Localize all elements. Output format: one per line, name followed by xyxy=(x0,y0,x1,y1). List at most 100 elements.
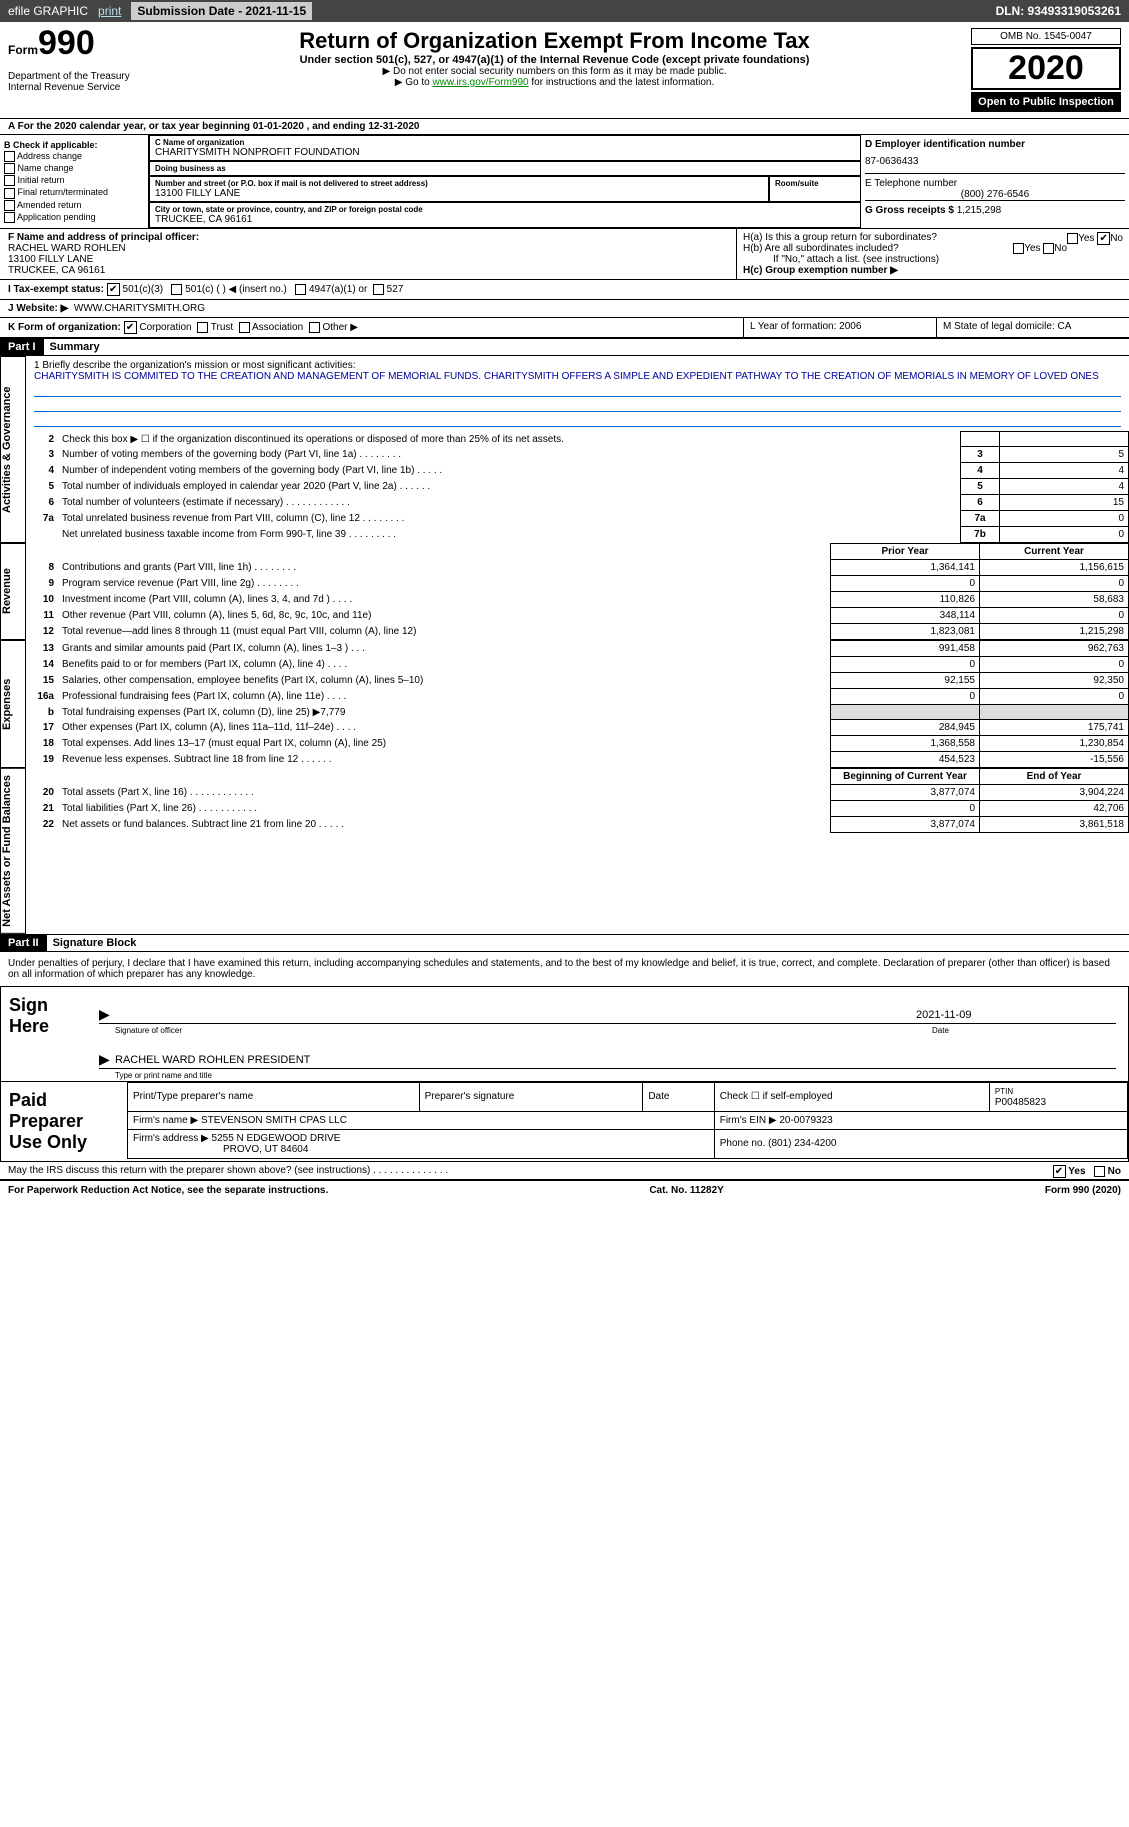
side-label: Revenue xyxy=(0,543,26,640)
tax-year: 2020 xyxy=(971,47,1121,90)
prep-name-hdr: Print/Type preparer's name xyxy=(128,1082,420,1111)
preparer-table: Print/Type preparer's namePreparer's sig… xyxy=(127,1082,1128,1159)
form-header: Form990 Department of the Treasury Inter… xyxy=(0,22,1129,119)
firm-phone: (801) 234-4200 xyxy=(768,1138,836,1149)
signature-declaration: Under penalties of perjury, I declare th… xyxy=(0,952,1129,986)
side-governance: Activities & Governance xyxy=(0,356,26,543)
fin-row: 8Contributions and grants (Part VIII, li… xyxy=(26,560,1129,576)
ein-label: D Employer identification number xyxy=(865,139,1125,150)
omb-number: OMB No. 1545-0047 xyxy=(971,28,1121,45)
dba-label: Doing business as xyxy=(155,164,855,173)
fin-row: 10Investment income (Part VIII, column (… xyxy=(26,592,1129,608)
discuss-row: May the IRS discuss this return with the… xyxy=(0,1162,1129,1181)
printed-name-caption: Type or print name and title xyxy=(115,1071,212,1080)
form-subtitle: Under section 501(c), 527, or 4947(a)(1)… xyxy=(138,54,971,66)
side-label: Net Assets or Fund Balances xyxy=(0,768,26,934)
gov-line: 4Number of independent voting members of… xyxy=(26,463,1129,479)
sign-here-box: Sign Here ▶Signature of officer 2021-11-… xyxy=(0,986,1129,1082)
city-label: City or town, state or province, country… xyxy=(155,205,855,214)
tax-exempt-row: I Tax-exempt status: 501(c)(3) 501(c) ( … xyxy=(0,279,1129,299)
officer-name: RACHEL WARD ROHLEN xyxy=(8,243,126,254)
efile-label: efile GRAPHIC xyxy=(8,4,88,18)
part-2-header: Part IISignature Block xyxy=(0,934,1129,952)
box-b: B Check if applicable: Address change Na… xyxy=(0,135,149,228)
org-name-label: C Name of organization xyxy=(155,138,855,147)
mission-question: 1 Briefly describe the organization's mi… xyxy=(34,360,1121,371)
top-bar: efile GRAPHIC print Submission Date - 20… xyxy=(0,0,1129,22)
prep-date-hdr: Date xyxy=(643,1082,714,1111)
part-2-label: Part II xyxy=(0,935,47,951)
officer-printed-name: RACHEL WARD ROHLEN PRESIDENT xyxy=(115,1054,310,1066)
tel-label: E Telephone number xyxy=(865,173,1125,189)
gross-label: G Gross receipts $ xyxy=(865,205,954,216)
footer-form: Form 990 (2020) xyxy=(1045,1185,1121,1196)
fin-row: 21Total liabilities (Part X, line 26) . … xyxy=(26,801,1129,817)
part-1-label: Part I xyxy=(0,339,44,355)
box-d: D Employer identification number 87-0636… xyxy=(861,135,1129,228)
mission-block: 1 Briefly describe the organization's mi… xyxy=(26,356,1129,431)
irs-link[interactable]: www.irs.gov/Form990 xyxy=(432,77,528,88)
open-to-public: Open to Public Inspection xyxy=(971,92,1121,112)
print-link[interactable]: print xyxy=(98,4,121,18)
prep-sig-hdr: Preparer's signature xyxy=(419,1082,643,1111)
form-org-row: K Form of organization: Corporation Trus… xyxy=(0,318,743,337)
sig-date-caption: Date xyxy=(932,1026,949,1035)
website-row: J Website: ▶ WWW.CHARITYSMITH.ORG xyxy=(0,299,1129,317)
fin-table: Beginning of Current YearEnd of Year20To… xyxy=(26,768,1129,833)
gross-value: 1,215,298 xyxy=(957,205,1002,216)
page-footer: For Paperwork Reduction Act Notice, see … xyxy=(0,1181,1129,1200)
ptin-value: P00485823 xyxy=(995,1097,1046,1108)
sign-here-label: Sign Here xyxy=(1,987,87,1081)
state-domicile: M State of legal domicile: CA xyxy=(936,318,1129,337)
dln-label: DLN: 93493319053261 xyxy=(996,4,1121,18)
check-name-change: Name change xyxy=(4,163,144,174)
h-c-label: H(c) Group exemption number ▶ xyxy=(743,265,898,276)
fin-row: 18Total expenses. Add lines 13–17 (must … xyxy=(26,736,1129,752)
officer-label: F Name and address of principal officer: xyxy=(8,232,199,243)
gov-line: Net unrelated business taxable income fr… xyxy=(26,527,1129,543)
fin-row: 15Salaries, other compensation, employee… xyxy=(26,673,1129,689)
gov-line: 5Total number of individuals employed in… xyxy=(26,479,1129,495)
officer-addr: 13100 FILLY LANE xyxy=(8,254,93,265)
tel-value: (800) 276-6546 xyxy=(865,189,1125,200)
check-pending: Application pending xyxy=(4,212,144,223)
gov-line: 3Number of voting members of the governi… xyxy=(26,447,1129,463)
fin-row: 16aProfessional fundraising fees (Part I… xyxy=(26,689,1129,705)
fin-row: bTotal fundraising expenses (Part IX, co… xyxy=(26,705,1129,720)
h-a-label: H(a) Is this a group return for subordin… xyxy=(743,232,937,243)
box-h: H(a) Is this a group return for subordin… xyxy=(736,229,1129,279)
entity-block: B Check if applicable: Address change Na… xyxy=(0,135,1129,228)
note-2: ▶ Go to www.irs.gov/Form990 for instruct… xyxy=(138,77,971,88)
fin-table: 13Grants and similar amounts paid (Part … xyxy=(26,640,1129,768)
officer-sig-caption: Signature of officer xyxy=(115,1026,182,1035)
org-name: CHARITYSMITH NONPROFIT FOUNDATION xyxy=(155,147,855,158)
side-label: Expenses xyxy=(0,640,26,768)
paid-preparer-label: Paid Preparer Use Only xyxy=(1,1082,127,1161)
form-title: Return of Organization Exempt From Incom… xyxy=(138,28,971,54)
dept-label: Department of the Treasury Internal Reve… xyxy=(8,71,138,93)
sig-date: 2021-11-09 xyxy=(916,1009,971,1021)
ein-value: 87-0636433 xyxy=(865,150,1125,173)
check-501c3 xyxy=(107,283,120,296)
part-1-title: Summary xyxy=(50,341,100,353)
fin-row: 17Other expenses (Part IX, column (A), l… xyxy=(26,720,1129,736)
website-url: WWW.CHARITYSMITH.ORG xyxy=(74,303,205,314)
gov-line: 6Total number of volunteers (estimate if… xyxy=(26,495,1129,511)
footer-cat: Cat. No. 11282Y xyxy=(649,1185,723,1196)
check-final-return: Final return/terminated xyxy=(4,187,144,198)
submission-date: Submission Date - 2021-11-15 xyxy=(131,2,312,20)
check-address-change: Address change xyxy=(4,151,144,162)
paid-preparer-box: Paid Preparer Use Only Print/Type prepar… xyxy=(0,1082,1129,1162)
room-label: Room/suite xyxy=(775,179,855,188)
officer-city: TRUCKEE, CA 96161 xyxy=(8,265,105,276)
fin-row: 9Program service revenue (Part VIII, lin… xyxy=(26,576,1129,592)
fin-row: 14Benefits paid to or for members (Part … xyxy=(26,657,1129,673)
form-org-label: K Form of organization: xyxy=(8,322,121,333)
tax-exempt-label: I Tax-exempt status: xyxy=(8,284,104,295)
fin-row: 20Total assets (Part X, line 16) . . . .… xyxy=(26,785,1129,801)
gov-line: 7aTotal unrelated business revenue from … xyxy=(26,511,1129,527)
tax-year-line: A For the 2020 calendar year, or tax yea… xyxy=(0,119,1129,135)
governance-table: 2Check this box ▶ ☐ if the organization … xyxy=(26,431,1129,543)
gov-line: 2Check this box ▶ ☐ if the organization … xyxy=(26,432,1129,447)
firm-city: PROVO, UT 84604 xyxy=(223,1144,308,1155)
